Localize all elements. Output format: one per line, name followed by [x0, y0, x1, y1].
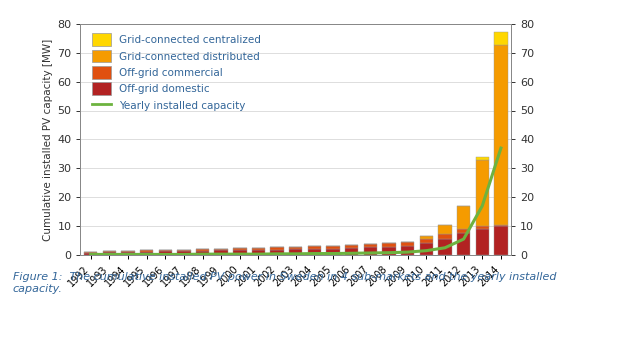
Bar — [457, 206, 470, 229]
Bar — [233, 250, 246, 255]
Bar — [439, 225, 451, 234]
Bar — [383, 243, 395, 247]
Bar — [401, 242, 414, 246]
Text: Figure 1:  The cumulative installed PV power in Sweden in 4 sub-markets and the : Figure 1: The cumulative installed PV po… — [13, 272, 556, 294]
Bar — [196, 251, 209, 255]
Bar — [420, 243, 433, 255]
Bar — [364, 248, 377, 255]
Bar — [476, 160, 489, 226]
Bar — [457, 229, 470, 233]
Bar — [401, 246, 414, 255]
Bar — [289, 249, 302, 255]
Bar — [494, 33, 507, 46]
Bar — [345, 248, 358, 255]
Bar — [271, 250, 284, 255]
Bar — [103, 251, 116, 252]
Bar — [308, 246, 321, 249]
Bar — [103, 252, 116, 255]
Bar — [345, 245, 358, 248]
Bar — [327, 246, 340, 249]
Bar — [196, 249, 209, 251]
Bar — [476, 229, 489, 255]
Bar — [159, 250, 172, 251]
Bar — [159, 251, 172, 255]
Bar — [233, 248, 246, 250]
Bar — [252, 250, 265, 255]
Bar — [420, 236, 433, 239]
Bar — [122, 252, 134, 255]
Bar — [494, 225, 507, 226]
Bar — [494, 226, 507, 255]
Bar — [215, 250, 228, 255]
Bar — [140, 252, 153, 255]
Bar — [476, 157, 489, 160]
Bar — [327, 249, 340, 255]
Bar — [252, 248, 265, 250]
Bar — [271, 247, 284, 250]
Legend: Grid-connected centralized, Grid-connected distributed, Off-grid commercial, Off: Grid-connected centralized, Grid-connect… — [90, 31, 263, 114]
Bar — [215, 249, 228, 250]
Bar — [439, 239, 451, 255]
Bar — [439, 234, 451, 239]
Bar — [289, 247, 302, 249]
Bar — [420, 239, 433, 243]
Bar — [84, 252, 97, 253]
Bar — [383, 247, 395, 255]
Bar — [122, 251, 134, 252]
Bar — [457, 233, 470, 255]
Bar — [476, 226, 489, 229]
Bar — [494, 46, 507, 225]
Y-axis label: Cumulative installed PV capacity [MW]: Cumulative installed PV capacity [MW] — [43, 38, 53, 240]
Bar — [308, 249, 321, 255]
Bar — [84, 253, 97, 255]
Bar — [140, 250, 153, 252]
Bar — [177, 250, 190, 251]
Bar — [364, 244, 377, 248]
Bar — [177, 251, 190, 255]
